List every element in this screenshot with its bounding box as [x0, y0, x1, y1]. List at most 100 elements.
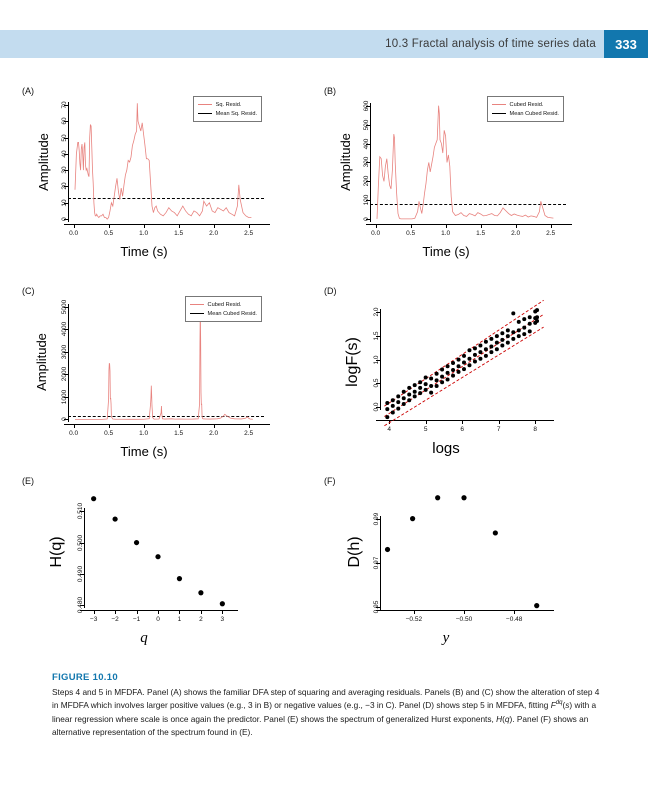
data-point: [396, 406, 401, 411]
y-axis-line: [68, 303, 69, 423]
panel-label-e: (E): [22, 476, 34, 486]
x-tick: [73, 224, 75, 228]
plot-series-e: [91, 496, 225, 607]
x-tick: [445, 224, 447, 228]
data-point: [385, 401, 390, 406]
x-tick-label: −1: [132, 616, 141, 623]
data-point: [478, 350, 483, 355]
data-point: [112, 516, 118, 522]
y-tick: [80, 605, 84, 607]
data-point: [396, 400, 401, 405]
data-point: [385, 407, 390, 412]
regression-fit-line: [384, 326, 544, 427]
y-tick: [366, 219, 370, 221]
data-point: [390, 398, 395, 403]
y-tick: [64, 374, 68, 376]
x-axis-line: [376, 610, 554, 611]
y-axis-line: [370, 102, 371, 223]
line-series: [75, 307, 253, 420]
x-tick: [179, 610, 181, 614]
x-tick: [535, 420, 537, 424]
panel-label-b: (B): [324, 86, 336, 96]
data-point: [423, 382, 428, 387]
x-axis-title: y: [442, 630, 450, 646]
plot-series-b: [376, 105, 554, 220]
line-series: [376, 105, 554, 220]
caption-italic-s: s: [565, 700, 570, 711]
legend-key-line: [197, 113, 212, 114]
y-tick: [64, 219, 68, 221]
data-point: [527, 329, 532, 334]
y-tick: [64, 351, 68, 353]
x-tick: [550, 224, 552, 228]
data-point: [434, 384, 439, 389]
caption-text-1: Steps 4 and 5 in MFDFA. Panel (A) shows …: [52, 687, 600, 711]
data-point: [516, 328, 521, 333]
panel-c: (C) 0.0 0.5 1.0 1.5 2.0 2.5 0 1000 2000 3000 4000 50…: [20, 286, 270, 464]
x-tick-label: 2.5: [244, 430, 254, 437]
x-tick-label: 1.0: [139, 230, 149, 237]
data-point: [483, 347, 488, 352]
data-point: [462, 360, 466, 365]
y-tick: [64, 121, 68, 123]
x-tick-label: 2.5: [546, 230, 556, 237]
x-tick-label: 2.0: [209, 230, 219, 237]
figure-caption: FIGURE 10.10 Steps 4 and 5 in MFDFA. Pan…: [52, 672, 608, 740]
legend-item: Sq. Resid.: [197, 100, 257, 109]
y-tick: [366, 143, 370, 145]
x-tick-label: 1.5: [476, 230, 486, 237]
plot-series-d: [384, 299, 544, 427]
x-tick: [73, 424, 75, 428]
x-axis-title: logs: [432, 440, 460, 457]
data-point: [445, 377, 450, 382]
x-tick-label: 8: [533, 426, 538, 433]
x-tick-label: 2: [199, 616, 203, 623]
x-axis-line: [64, 424, 270, 425]
x-tick-label: 0.5: [104, 230, 114, 237]
x-tick-label: 0.5: [406, 230, 416, 237]
legend-item: Cubed Resid.: [189, 300, 257, 309]
x-axis-line: [80, 610, 238, 611]
data-point: [527, 321, 532, 326]
data-point: [522, 332, 527, 337]
y-tick: [64, 329, 68, 331]
legend-c: Cubed Resid. Mean Cubed Resid.: [184, 296, 262, 322]
x-tick: [515, 224, 517, 228]
legend-label: Mean Cubed Resid.: [207, 310, 257, 317]
x-tick: [178, 424, 180, 428]
x-axis-line: [376, 420, 554, 421]
legend-item: Cubed Resid.: [491, 100, 559, 109]
y-tick: [366, 200, 370, 202]
data-point: [472, 352, 477, 357]
data-point: [467, 356, 472, 361]
data-point: [462, 353, 466, 358]
x-axis-title: Time (s): [120, 444, 168, 459]
regression-fit-line: [384, 299, 544, 407]
x-tick: [248, 424, 250, 428]
y-tick: [366, 105, 370, 107]
data-point: [461, 495, 467, 501]
data-point: [176, 576, 183, 582]
data-point: [418, 385, 423, 390]
x-tick: [115, 610, 117, 614]
x-tick-label: 0.0: [69, 230, 79, 237]
x-tick-label: 1.5: [174, 430, 184, 437]
x-tick-label: 6: [460, 426, 464, 433]
y-tick: [376, 312, 380, 314]
legend-key-line: [491, 104, 506, 105]
data-point: [412, 389, 417, 394]
y-tick: [64, 104, 68, 106]
data-point: [535, 315, 540, 320]
y-tick: [376, 518, 380, 520]
y-tick: [366, 162, 370, 164]
y-tick: [376, 383, 380, 385]
y-tick: [64, 170, 68, 172]
data-point: [133, 539, 140, 546]
data-point: [511, 311, 516, 316]
data-point: [429, 390, 434, 395]
x-tick-label: 2.0: [209, 430, 219, 437]
x-tick: [178, 224, 180, 228]
y-tick: [64, 396, 68, 398]
mean-reference-line: [370, 204, 566, 206]
data-point: [445, 370, 450, 375]
